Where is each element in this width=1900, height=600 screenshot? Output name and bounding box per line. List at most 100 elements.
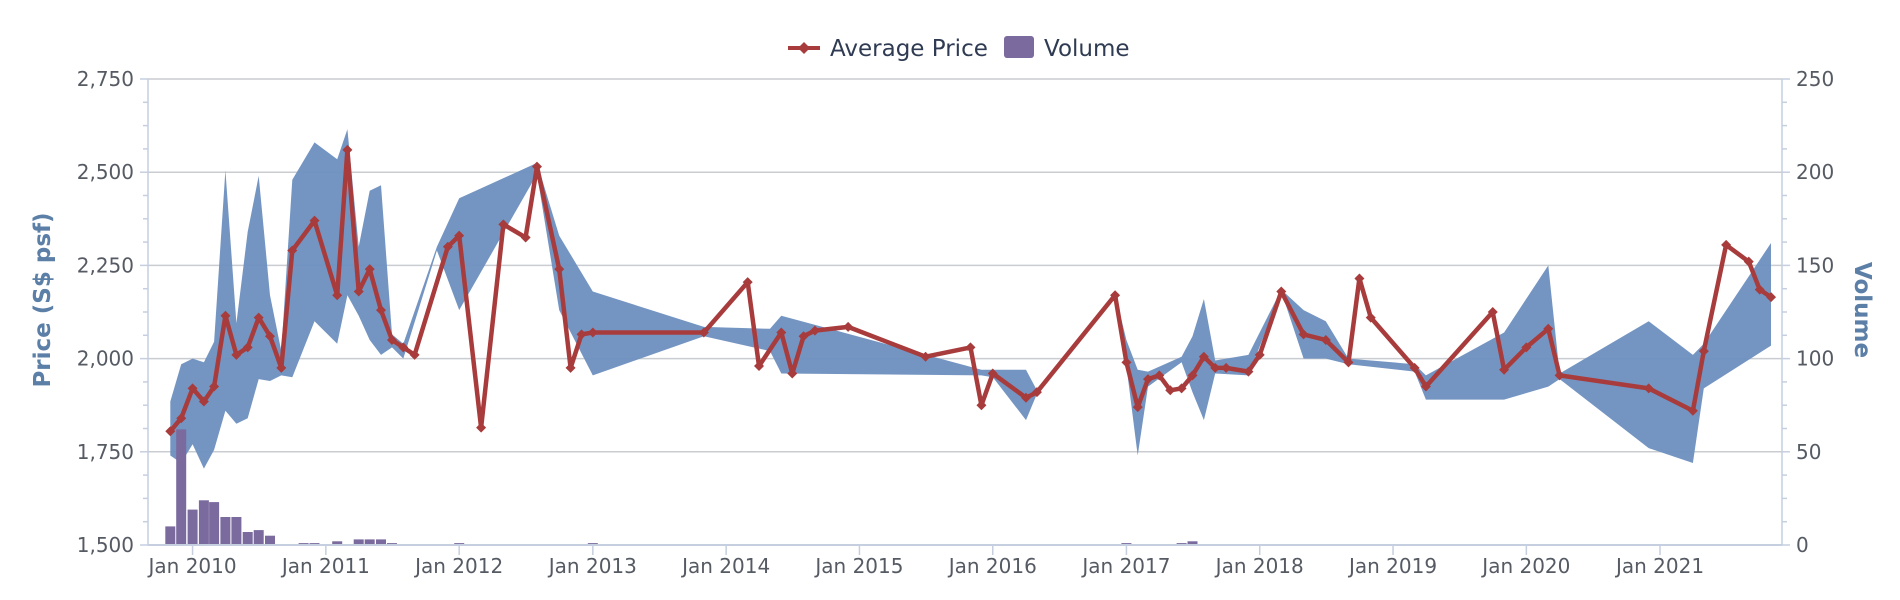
price-point-marker (787, 368, 798, 379)
left-tick-label: 1,500 (77, 533, 134, 557)
x-tick-label: Jan 2013 (547, 554, 637, 578)
price-point-marker (798, 331, 809, 342)
price-point-marker (576, 329, 587, 340)
price-point-marker (531, 161, 542, 172)
volume-bar (242, 532, 253, 545)
price-point-marker (398, 342, 409, 353)
volume-bar (231, 517, 242, 545)
price-point-marker (565, 362, 576, 373)
price-point-marker (376, 305, 387, 316)
price-point-marker (1210, 362, 1221, 373)
right-tick-label: 250 (1796, 67, 1834, 91)
legend-label-average-price: Average Price (830, 36, 988, 62)
legend-item-average-price[interactable]: Average Price (788, 36, 988, 62)
price-point-marker (1031, 387, 1042, 398)
volume-bar (265, 535, 275, 545)
axes (147, 79, 1783, 555)
price-point-marker (1276, 286, 1287, 297)
price-point-marker (1754, 284, 1765, 295)
x-tick-label: Jan 2010 (147, 554, 237, 578)
volume-bar (353, 539, 364, 545)
price-point-marker (242, 342, 253, 353)
volume-bar (376, 539, 386, 545)
right-axis-title: Volume (1849, 262, 1875, 358)
x-tick-label: Jan 2011 (280, 554, 370, 578)
legend[interactable]: Average Price Volume (788, 36, 1130, 62)
price-point-marker (1554, 370, 1565, 381)
volume-bar (220, 517, 231, 545)
price-point-marker (342, 144, 353, 155)
volume-bar (165, 526, 176, 545)
volume-bar (198, 500, 209, 545)
price-point-marker (165, 426, 176, 437)
x-tick-label: Jan 2014 (680, 554, 770, 578)
volume-bar (209, 502, 220, 545)
price-point-marker (1198, 351, 1209, 362)
legend-item-volume[interactable]: Volume (1004, 36, 1130, 62)
price-point-marker (253, 312, 264, 323)
price-point-marker (965, 342, 976, 353)
price-point-marker (809, 325, 820, 336)
price-point-marker (1409, 362, 1420, 373)
x-tick-label: Jan 2016 (947, 554, 1037, 578)
price-point-marker (754, 361, 765, 372)
price-point-marker (276, 362, 287, 373)
price-point-marker (520, 232, 531, 243)
price-point-marker (554, 264, 565, 275)
price-point-marker (1320, 334, 1331, 345)
legend-label-volume: Volume (1044, 36, 1130, 62)
x-tick-label: Jan 2020 (1480, 554, 1570, 578)
price-point-marker (742, 277, 753, 288)
price-point-marker (698, 327, 709, 338)
price-point-marker (1121, 357, 1132, 368)
price-point-marker (1487, 307, 1498, 317)
price-point-marker (476, 422, 487, 433)
price-point-marker (1643, 383, 1654, 394)
price-point-marker (231, 349, 242, 360)
price-point-marker (920, 351, 931, 362)
right-tick-label: 50 (1796, 440, 1821, 464)
price-point-marker (386, 334, 397, 345)
price-point-marker (1343, 357, 1354, 368)
right-tick-label: 200 (1796, 160, 1834, 184)
right-tick-label: 150 (1796, 253, 1834, 277)
volume-bar (187, 509, 198, 545)
price-point-marker (1254, 349, 1265, 360)
price-point-marker (1020, 392, 1031, 403)
price-point-marker (1154, 370, 1165, 381)
price-point-marker (198, 396, 209, 407)
right-tick-label: 100 (1796, 347, 1834, 371)
left-tick-label: 2,750 (77, 67, 134, 91)
left-tick-label: 2,250 (77, 253, 134, 277)
price-point-marker (332, 290, 343, 301)
price-point-marker (1187, 370, 1198, 381)
x-tick-label: Jan 2021 (1614, 554, 1704, 578)
average-price-line-layer (165, 144, 1777, 437)
x-tick-label: Jan 2015 (813, 554, 903, 578)
price-point-marker (1521, 342, 1532, 353)
price-point-marker (1698, 346, 1709, 357)
price-point-marker (1743, 256, 1754, 267)
price-point-marker (1142, 374, 1153, 385)
x-tick-label: Jan 2019 (1347, 554, 1437, 578)
price-point-marker (1687, 405, 1698, 416)
price-point-marker (498, 219, 509, 230)
x-tick-label: Jan 2012 (413, 554, 503, 578)
price-point-marker (1298, 329, 1309, 340)
left-axis-title: Price (S$ psf) (30, 212, 56, 387)
price-range-area (170, 129, 1771, 469)
volume-bar (1187, 541, 1198, 545)
price-point-marker (1165, 385, 1176, 396)
price-point-marker (209, 381, 220, 392)
price-point-marker (287, 245, 298, 256)
price-point-marker (454, 230, 465, 241)
price-point-marker (1721, 239, 1732, 250)
range-area-layer (170, 129, 1771, 469)
left-tick-label: 2,500 (77, 160, 134, 184)
price-point-marker (976, 400, 987, 411)
price-point-marker (1110, 290, 1121, 301)
price-point-marker (1132, 402, 1143, 413)
axis-minor-ticks (140, 78, 1790, 546)
price-point-marker (1221, 362, 1232, 373)
price-point-marker (364, 264, 375, 275)
